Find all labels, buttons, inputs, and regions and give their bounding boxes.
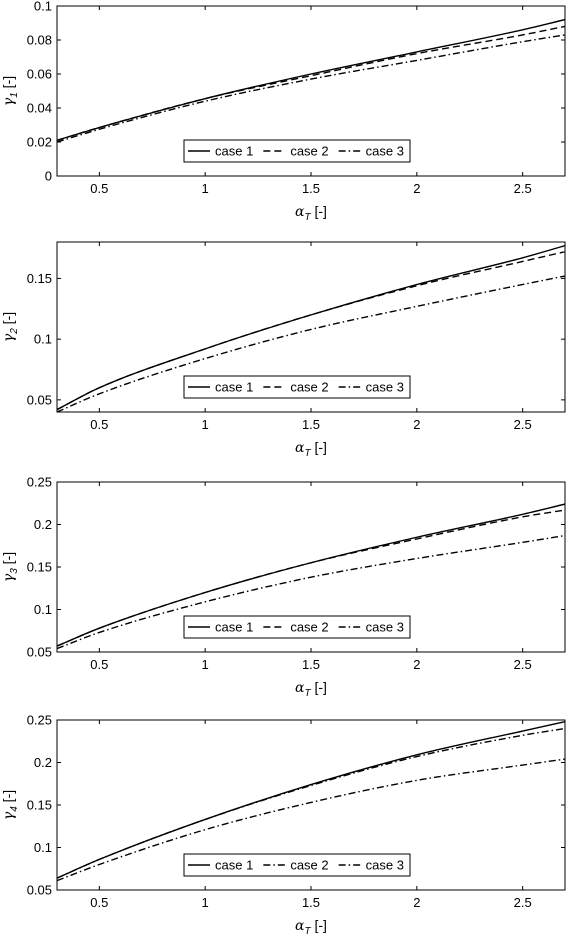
x-tick-label: 0.5 [90,657,108,672]
x-tick-label: 1.5 [302,181,320,196]
x-tick-label: 1 [202,417,209,432]
legend-label: case 2 [290,144,328,159]
legend: case 1 case 2 case 3 [183,853,411,877]
y-tick-label: 0.2 [34,517,52,532]
series-line-3 [57,34,565,143]
series-line-3 [57,275,565,412]
x-tick-label: 2.5 [514,181,532,196]
series-line-3 [57,758,565,882]
x-tick-label: 1 [202,895,209,910]
panel-4: 0.5 1 1.5 2 2.5 0.05 0.1 0.15 0.2 0.25 αT [-] γ4 [-… [0,713,566,937]
y-tick-label: 0.05 [27,645,52,660]
x-tick-label: 2.5 [514,417,532,432]
x-axis-label: αT [-] [295,917,327,937]
series-line-2 [57,509,565,647]
legend-label: case 1 [215,620,253,635]
panel-1: 0.5 1 1.5 2 2.5 0 0.02 0.04 0.06 0.08 0.1 αT [-] γ1 … [0,0,566,223]
y-tick-label: 0.1 [34,332,52,347]
x-tick-label: 2.5 [514,657,532,672]
y-tick-label: 0.04 [27,101,52,116]
y-tick-label: 0.1 [34,840,52,855]
series-line-2 [57,25,565,141]
legend-label: case 3 [366,858,404,873]
x-tick-label: 2 [413,181,420,196]
series-line-1 [57,721,565,879]
y-tick-label: 0.05 [27,883,52,898]
y-tick-label: 0.02 [27,135,52,150]
legend-label: case 2 [290,858,328,873]
x-tick-label: 2 [413,657,420,672]
y-tick-label: 0.15 [27,798,52,813]
x-axis-label: αT [-] [295,439,327,459]
legend-label: case 3 [366,380,404,395]
x-tick-label: 2 [413,417,420,432]
legend-label: case 2 [290,380,328,395]
panel-3: 0.5 1 1.5 2 2.5 0.05 0.1 0.15 0.2 0.25 αT [-] γ3 [-… [0,475,566,699]
y-tick-label: 0.15 [27,271,52,286]
x-tick-label: 1.5 [302,417,320,432]
y-axis-label: γ3 [-] [0,552,20,582]
legend-label: case 2 [290,620,328,635]
y-tick-label: 0.25 [27,475,52,490]
y-axis-label: γ1 [-] [0,76,20,106]
x-axis-label: αT [-] [295,679,327,699]
x-tick-label: 0.5 [90,895,108,910]
legend: case 1 case 2 case 3 [183,139,411,163]
y-axis-label: γ4 [-] [0,790,20,820]
x-tick-label: 2 [413,895,420,910]
x-tick-label: 1 [202,657,209,672]
y-tick-label: 0.08 [27,33,52,48]
x-tick-label: 0.5 [90,417,108,432]
legend-label: case 3 [366,144,404,159]
legend-label: case 3 [366,620,404,635]
x-tick-label: 1 [202,181,209,196]
legend: case 1 case 2 case 3 [183,375,411,399]
y-tick-label: 0.05 [27,392,52,407]
x-tick-label: 0.5 [90,181,108,196]
y-tick-label: 0.1 [34,602,52,617]
series-line-1 [57,18,565,141]
y-tick-label: 0.25 [27,713,52,728]
legend-label: case 1 [215,858,253,873]
y-tick-label: 0 [45,169,52,184]
legend: case 1 case 2 case 3 [183,615,411,639]
y-axis-label: γ2 [-] [0,312,20,342]
series-line-2 [57,251,565,411]
legend-label: case 1 [215,380,253,395]
y-tick-label: 0.15 [27,560,52,575]
legend-label: case 1 [215,144,253,159]
x-axis-label: αT [-] [295,203,327,223]
x-tick-label: 2.5 [514,895,532,910]
y-tick-label: 0.2 [34,755,52,770]
series-line-3 [57,534,565,650]
panel-2: 0.5 1 1.5 2 2.5 0.05 0.1 0.15 αT [-] γ2 [-] case 1… [0,241,566,459]
x-tick-label: 1.5 [302,895,320,910]
y-tick-label: 0.1 [34,0,52,14]
x-tick-label: 1.5 [302,657,320,672]
y-tick-label: 0.06 [27,67,52,82]
